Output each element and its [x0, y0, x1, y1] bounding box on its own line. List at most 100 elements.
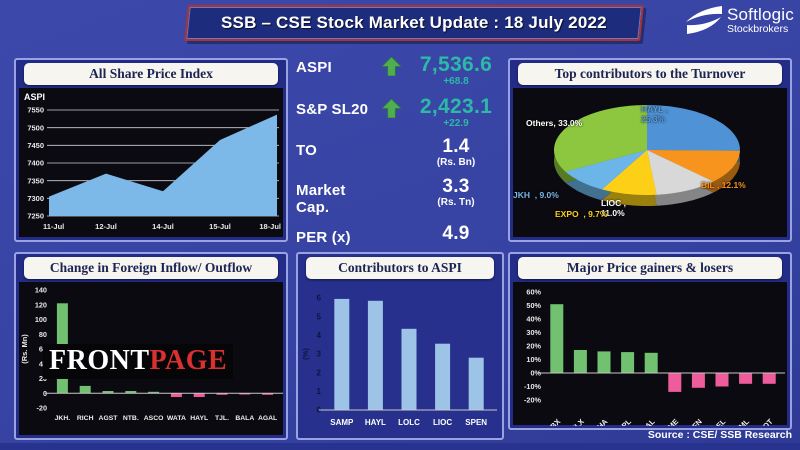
frontpage-watermark: FRONTPAGE: [43, 344, 234, 379]
panel-title: Change in Foreign Inflow/ Outflow: [24, 257, 278, 279]
stat-value: 3.3: [442, 175, 470, 197]
stat-label: Market Cap.: [296, 181, 346, 216]
pie-label-hayl: HAYL , 25.3%: [641, 104, 668, 125]
stat-row-aspi: ASPI 7,536.6 +68.8: [296, 53, 504, 88]
svg-text:(%): (%): [301, 348, 310, 360]
svg-text:LOLC: LOLC: [398, 418, 420, 427]
svg-text:14-Jul: 14-Jul: [152, 222, 174, 231]
pie-label-jkh: JKH , 9.0%: [513, 190, 559, 200]
svg-text:6: 6: [317, 294, 322, 303]
svg-text:AGST: AGST: [99, 415, 119, 422]
svg-text:-10%: -10%: [524, 382, 542, 391]
svg-text:ASPI: ASPI: [24, 92, 45, 102]
svg-text:50%: 50%: [526, 301, 541, 310]
stat-change: +22.9: [443, 117, 469, 129]
bottom-strip: [0, 443, 800, 450]
stat-value: 4.9: [442, 222, 470, 244]
svg-text:20%: 20%: [526, 342, 541, 351]
stat-row-marketcap: Market Cap. 3.3 (Rs. Tn): [296, 175, 504, 216]
stat-unit: (Rs. Bn): [436, 157, 476, 169]
svg-text:KAHA: KAHA: [588, 417, 610, 426]
up-arrow-icon: [381, 54, 408, 81]
svg-text:20: 20: [39, 374, 47, 383]
svg-text:RICH: RICH: [77, 415, 94, 422]
logo-swoosh-icon: [685, 6, 722, 34]
svg-text:1: 1: [317, 387, 322, 396]
stat-value: 1.4: [442, 136, 470, 158]
stat-label: TO: [296, 142, 317, 160]
panel-foreign-flow: Change in Foreign Inflow/ Outflow FRONTP…: [14, 252, 288, 440]
stat-change: +68.8: [443, 76, 469, 88]
stat-label: S&P SL20: [296, 100, 369, 118]
panel-all-share-price-index: All Share Price Index 7250 7300 7350 7400 74…: [14, 58, 288, 242]
stat-row-per: PER (x) 4.9: [296, 224, 504, 246]
aspi-contributors-bar-chart: 0 1 2 3 4 5 6 (%) SAMP HAYL LOLC LIOC SPEN: [301, 282, 499, 435]
header-bar: SSB – CSE Stock Market Update : 18 July …: [184, 5, 644, 41]
svg-text:SEMBX: SEMBX: [537, 417, 562, 426]
svg-text:SPEN: SPEN: [465, 418, 487, 427]
svg-text:WATA: WATA: [167, 415, 186, 422]
svg-text:40%: 40%: [526, 315, 541, 324]
svg-text:3: 3: [317, 350, 322, 359]
panel-title: All Share Price Index: [24, 63, 278, 85]
panel-title: Top contributors to the Turnover: [518, 63, 782, 85]
svg-text:7250: 7250: [27, 212, 44, 221]
logo-name: Softlogic: [726, 4, 794, 24]
svg-text:7550: 7550: [27, 106, 44, 115]
aspi-area-chart: 7250 7300 7350 7400 7450 7500 7550 11-Jul 12-Jul…: [19, 88, 283, 237]
svg-text:7400: 7400: [27, 159, 44, 168]
svg-text:HAYL: HAYL: [365, 418, 386, 427]
svg-text:7350: 7350: [27, 176, 44, 185]
svg-text:18-Jul: 18-Jul: [259, 222, 281, 231]
svg-text:NTB.: NTB.: [123, 415, 139, 422]
svg-text:40: 40: [39, 359, 47, 368]
svg-text:(Rs. Mn): (Rs. Mn): [20, 334, 29, 364]
svg-text:BFN: BFN: [687, 417, 704, 426]
svg-text:ACME: ACME: [658, 417, 680, 426]
svg-text:ODEL: ODEL: [706, 417, 727, 426]
stat-row-spsl20: S&P SL20 2,423.1 +22.9: [296, 95, 504, 130]
svg-text:AGAL: AGAL: [258, 415, 277, 422]
svg-text:10%: 10%: [526, 355, 541, 364]
panel-aspi-contributors: Contributors to ASPI 0 1 2 3 4 5 6 (%) SAMP HAYL L…: [296, 252, 504, 440]
svg-text:0: 0: [43, 389, 47, 398]
svg-text:CHLX: CHLX: [565, 417, 586, 426]
panel-turnover-contributors: Top contributors to the Turnover HAYL , …: [508, 58, 792, 242]
stat-unit: (Rs. Tn): [437, 196, 475, 208]
turnover-pie-chart: HAYL , 25.3% BIL , 12.1% LIOC , 11.0% EXPO …: [513, 88, 787, 237]
svg-text:30%: 30%: [526, 328, 541, 337]
logo-subtitle: Stockbrokers: [726, 22, 789, 35]
stat-label: PER (x): [296, 228, 351, 246]
svg-text:120: 120: [35, 300, 47, 309]
gainers_losers-svg: -20% -10% 0% 10% 20% 30% 40% 50% 60% SEMBXCHLXKAH…: [524, 288, 785, 442]
svg-text:TSML: TSML: [730, 417, 751, 426]
svg-text:60: 60: [39, 345, 47, 354]
svg-text:100: 100: [35, 315, 47, 324]
svg-text:TJL.: TJL.: [215, 415, 229, 422]
turnover_pie-svg: [554, 105, 740, 206]
stat-value: 7,536.6: [419, 53, 493, 76]
pie-label-bil: BIL , 12.1%: [701, 180, 746, 190]
svg-text:4: 4: [317, 331, 322, 340]
pie-label-expo: EXPO , 9.7%: [555, 209, 608, 219]
svg-text:-20: -20: [36, 404, 47, 413]
svg-text:SAMP: SAMP: [330, 418, 354, 427]
page-title: SSB – CSE Stock Market Update : 18 July …: [221, 13, 607, 32]
svg-text:12-Jul: 12-Jul: [95, 222, 117, 231]
panel-title: Contributors to ASPI: [306, 257, 494, 279]
svg-text:HAYL: HAYL: [190, 415, 208, 422]
stat-label: ASPI: [296, 59, 332, 76]
foreign-flow-bar-chart: FRONTPAGE -20 0 20 40 60 80 100 120 140 (Rs. Mn) J…: [19, 282, 283, 435]
svg-text:ASCO: ASCO: [144, 415, 164, 422]
svg-text:CHOT: CHOT: [753, 417, 775, 426]
svg-text:7500: 7500: [27, 123, 44, 132]
market-stats: ASPI 7,536.6 +68.8 S&P SL20 2,423.1 +22.…: [296, 53, 504, 246]
svg-text:60%: 60%: [526, 288, 541, 297]
svg-text:BOPL: BOPL: [612, 417, 633, 426]
svg-text:0%: 0%: [530, 369, 541, 378]
svg-text:-20%: -20%: [524, 396, 542, 405]
svg-text:JKH.: JKH.: [55, 415, 71, 422]
pie-label-lioc: LIOC , 11.0%: [601, 198, 627, 219]
